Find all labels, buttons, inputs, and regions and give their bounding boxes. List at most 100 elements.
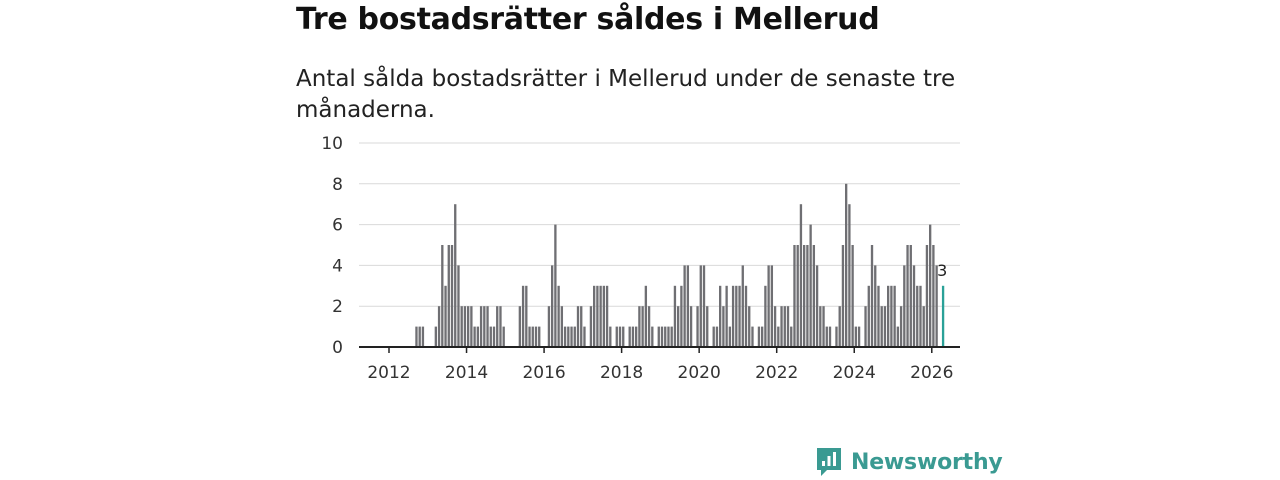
bar: [486, 306, 489, 347]
x-axis: 2012 2014 2016 2018 2020 2022 2024 2026: [359, 346, 960, 383]
bar: [909, 245, 912, 347]
bar: [812, 245, 816, 347]
newsworthy-logo-icon: [817, 448, 841, 476]
bar: [912, 265, 916, 347]
bar: [479, 306, 483, 347]
bar: [470, 306, 473, 347]
bar: [722, 306, 725, 347]
bar: [841, 245, 845, 347]
bar: [454, 204, 457, 347]
bar: [534, 326, 538, 347]
bar: [589, 306, 593, 347]
bar: [796, 245, 799, 347]
bar: [725, 285, 728, 347]
bar: [483, 306, 486, 347]
chart-subtitle: Antal sålda bostadsrätter i Mellerud und…: [296, 66, 956, 123]
bar: [489, 326, 492, 347]
bar: [538, 326, 541, 347]
bar: [702, 265, 706, 347]
bar: [851, 245, 854, 347]
bar: [528, 326, 531, 347]
bar: [803, 245, 806, 347]
bar: [689, 306, 693, 347]
x-tick-label: 2014: [445, 363, 488, 383]
bar: [809, 224, 812, 347]
bar: [706, 306, 709, 347]
bar: [883, 306, 887, 347]
bar: [932, 245, 935, 347]
y-tick-label: 2: [332, 297, 343, 317]
bars: [415, 183, 945, 347]
bar: [838, 306, 841, 347]
newsworthy-logo[interactable]: Newsworthy: [815, 446, 1003, 478]
bar: [880, 306, 883, 347]
bar: [576, 306, 580, 347]
bar: [764, 285, 767, 347]
x-tick-label: 2012: [367, 363, 410, 383]
bar: [638, 306, 641, 347]
y-tick-label: 8: [332, 175, 343, 195]
bar: [815, 265, 819, 347]
bar: [773, 306, 777, 347]
bar: [935, 265, 938, 347]
bar: [563, 326, 567, 347]
bar-latest: [941, 285, 945, 347]
chart-title: Tre bostadsrätter såldes i Mellerud: [296, 2, 880, 37]
bar: [660, 326, 664, 347]
bar: [651, 326, 654, 347]
bar: [657, 326, 660, 347]
bar: [922, 306, 925, 347]
bar: [609, 326, 612, 347]
bar: [647, 306, 651, 347]
y-tick-label: 0: [332, 338, 343, 358]
bar: [599, 285, 602, 347]
bar: [635, 326, 638, 347]
bar: [864, 306, 867, 347]
bar: [596, 285, 599, 347]
bar: [893, 285, 896, 347]
bar: [783, 306, 786, 347]
bar: [554, 224, 557, 347]
bar: [418, 326, 421, 347]
bar: [877, 285, 880, 347]
y-tick-label: 4: [332, 256, 343, 276]
bar: [631, 326, 635, 347]
y-tick-label: 10: [321, 134, 343, 154]
bar: [790, 326, 793, 347]
bar: [667, 326, 670, 347]
bar: [673, 285, 677, 347]
y-axis-ticks: 0 2 4 6 8 10: [321, 134, 343, 358]
bar: [560, 306, 564, 347]
bar: [525, 285, 528, 347]
bar: [919, 285, 922, 347]
bar: [848, 204, 851, 347]
bar: [531, 326, 534, 347]
bar: [887, 285, 890, 347]
bar: [929, 224, 932, 347]
bar: [444, 285, 447, 347]
bar: [890, 285, 893, 347]
bar: [644, 285, 648, 347]
bar: [622, 326, 625, 347]
bar: [761, 326, 764, 347]
bar: [874, 265, 877, 347]
bar: [819, 306, 822, 347]
bar: [547, 306, 551, 347]
bar: [583, 326, 586, 347]
bar: [896, 326, 900, 347]
bar: [806, 245, 809, 347]
y-tick-label: 6: [332, 216, 343, 236]
bar: [867, 285, 870, 347]
bar: [728, 326, 732, 347]
bar: [441, 245, 444, 347]
bar: [854, 326, 858, 347]
bar: [664, 326, 667, 347]
bar: [741, 265, 744, 347]
bar: [793, 245, 796, 347]
x-tick-label: 2016: [522, 363, 565, 383]
bar: [641, 306, 644, 347]
bar: [466, 306, 470, 347]
bar: [731, 285, 735, 347]
bar: [719, 285, 722, 347]
bar: [857, 326, 861, 347]
